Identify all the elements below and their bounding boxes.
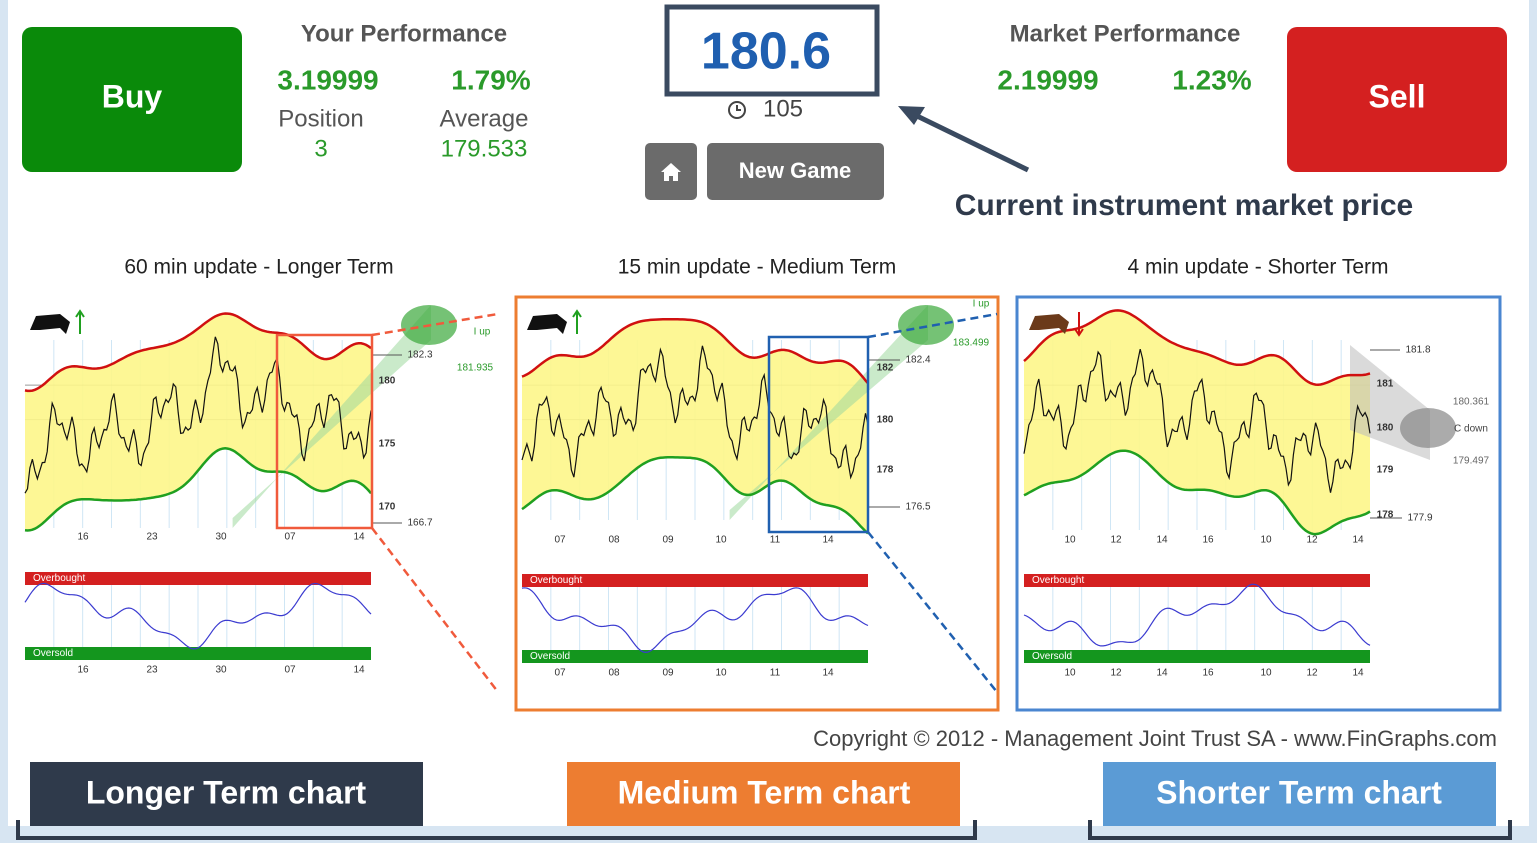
price-label: 166.7 <box>407 518 432 529</box>
x-label-lower: 30 <box>215 665 227 676</box>
overbought-label: Overbought <box>33 573 85 584</box>
price-label: 179 <box>1377 465 1394 476</box>
x-label-lower: 10 <box>715 668 727 679</box>
x-label: 14 <box>353 532 365 543</box>
price-label: 178 <box>877 465 894 476</box>
x-label: 10 <box>1064 535 1076 546</box>
x-label: 10 <box>1260 535 1272 546</box>
x-label: 09 <box>662 535 674 546</box>
price-label: 175 <box>379 439 396 450</box>
x-label-lower: 16 <box>77 665 89 676</box>
x-label: 30 <box>215 532 227 543</box>
x-label-lower: 11 <box>770 668 781 679</box>
x-label: 14 <box>1352 535 1364 546</box>
price-label: 176.5 <box>905 502 930 513</box>
x-label: 14 <box>822 535 834 546</box>
price-label: 180 <box>877 415 894 426</box>
price-label: 181.8 <box>1405 345 1430 356</box>
profit: 3.19999 <box>277 64 378 95</box>
x-label: 12 <box>1110 535 1122 546</box>
percent: 1.79% <box>451 64 530 95</box>
x-label-lower: 14 <box>1352 668 1364 679</box>
average: 179.533 <box>441 135 528 162</box>
side-label: I up <box>474 327 491 338</box>
oversold-bar <box>25 647 371 660</box>
overbought-label: Overbought <box>1032 575 1084 586</box>
oversold-label: Oversold <box>1032 651 1072 662</box>
x-label-lower: 09 <box>662 668 674 679</box>
longer-label: Longer Term chart <box>86 774 367 810</box>
copyright: Copyright © 2012 - Management Joint Trus… <box>813 726 1497 751</box>
x-label-lower: 10 <box>1064 668 1076 679</box>
price-label: 181 <box>1377 379 1394 390</box>
overbought-label: Overbought <box>530 575 582 586</box>
side-label: 180.361 <box>1453 397 1490 408</box>
price-label: 178 <box>1377 510 1394 521</box>
market-percent: 1.23% <box>1172 64 1251 95</box>
price-label: 180 <box>1377 423 1394 434</box>
new-game-label[interactable]: New Game <box>739 158 852 183</box>
price-label: 182.3 <box>407 350 432 361</box>
performance-title: Your Performance <box>301 20 507 47</box>
price-label: 182.4 <box>905 355 930 366</box>
x-label: 07 <box>284 532 296 543</box>
x-label-lower: 12 <box>1306 668 1318 679</box>
x-label: 12 <box>1306 535 1318 546</box>
oversold-bar <box>1024 650 1370 663</box>
x-label-lower: 08 <box>608 668 620 679</box>
price-label: 180 <box>379 376 396 387</box>
x-label-lower: 14 <box>822 668 834 679</box>
x-label-lower: 14 <box>353 665 365 676</box>
panel-title: 15 min update - Medium Term <box>618 256 897 279</box>
x-label: 14 <box>1156 535 1168 546</box>
frame-bottom <box>0 826 1537 843</box>
panel-title: 60 min update - Longer Term <box>124 256 393 279</box>
position: 3 <box>314 135 327 162</box>
sell-label[interactable]: Sell <box>1369 78 1426 114</box>
oversold-label: Oversold <box>530 651 570 662</box>
panel-title: 4 min update - Shorter Term <box>1127 256 1388 279</box>
x-label: 10 <box>715 535 727 546</box>
screen: Buy Your Performance 3.19999 1.79% Posit… <box>0 0 1537 843</box>
x-label-lower: 12 <box>1110 668 1122 679</box>
x-label-lower: 10 <box>1260 668 1272 679</box>
x-label-lower: 23 <box>146 665 158 676</box>
oversold-bar <box>522 650 868 663</box>
side-label: I up <box>973 299 990 310</box>
x-label: 07 <box>554 535 566 546</box>
x-label: 11 <box>770 535 781 546</box>
x-label-lower: 07 <box>284 665 296 676</box>
frame-left <box>0 0 8 843</box>
x-label-lower: 16 <box>1202 668 1214 679</box>
page: Buy Your Performance 3.19999 1.79% Posit… <box>0 0 1537 843</box>
price-note: Current instrument market price <box>955 189 1413 222</box>
market-title: Market Performance <box>1010 20 1241 47</box>
frame-right <box>1529 0 1537 843</box>
x-label: 23 <box>146 532 158 543</box>
x-label-lower: 07 <box>554 668 566 679</box>
target-zone <box>898 305 954 345</box>
price: 180.6 <box>701 23 831 81</box>
price-label: 170 <box>379 502 396 513</box>
oversold-label: Oversold <box>33 648 73 659</box>
medium-label: Medium Term chart <box>618 774 911 810</box>
side-label: 181.935 <box>457 363 494 374</box>
side-label: 179.497 <box>1453 456 1490 467</box>
shorter-label: Shorter Term chart <box>1156 774 1442 810</box>
price-label: 177.9 <box>1407 513 1432 524</box>
market-profit: 2.19999 <box>997 64 1098 95</box>
side-label: 183.499 <box>953 338 990 349</box>
x-label-lower: 14 <box>1156 668 1168 679</box>
target-zone <box>1400 408 1456 448</box>
side-label: C down <box>1454 424 1488 435</box>
average-label: Average <box>440 105 529 132</box>
timer: 105 <box>763 95 803 122</box>
x-label: 16 <box>1202 535 1214 546</box>
position-label: Position <box>278 105 363 132</box>
x-label: 16 <box>77 532 89 543</box>
buy-label[interactable]: Buy <box>102 78 163 114</box>
price-label: 182 <box>877 363 894 374</box>
x-label: 08 <box>608 535 620 546</box>
